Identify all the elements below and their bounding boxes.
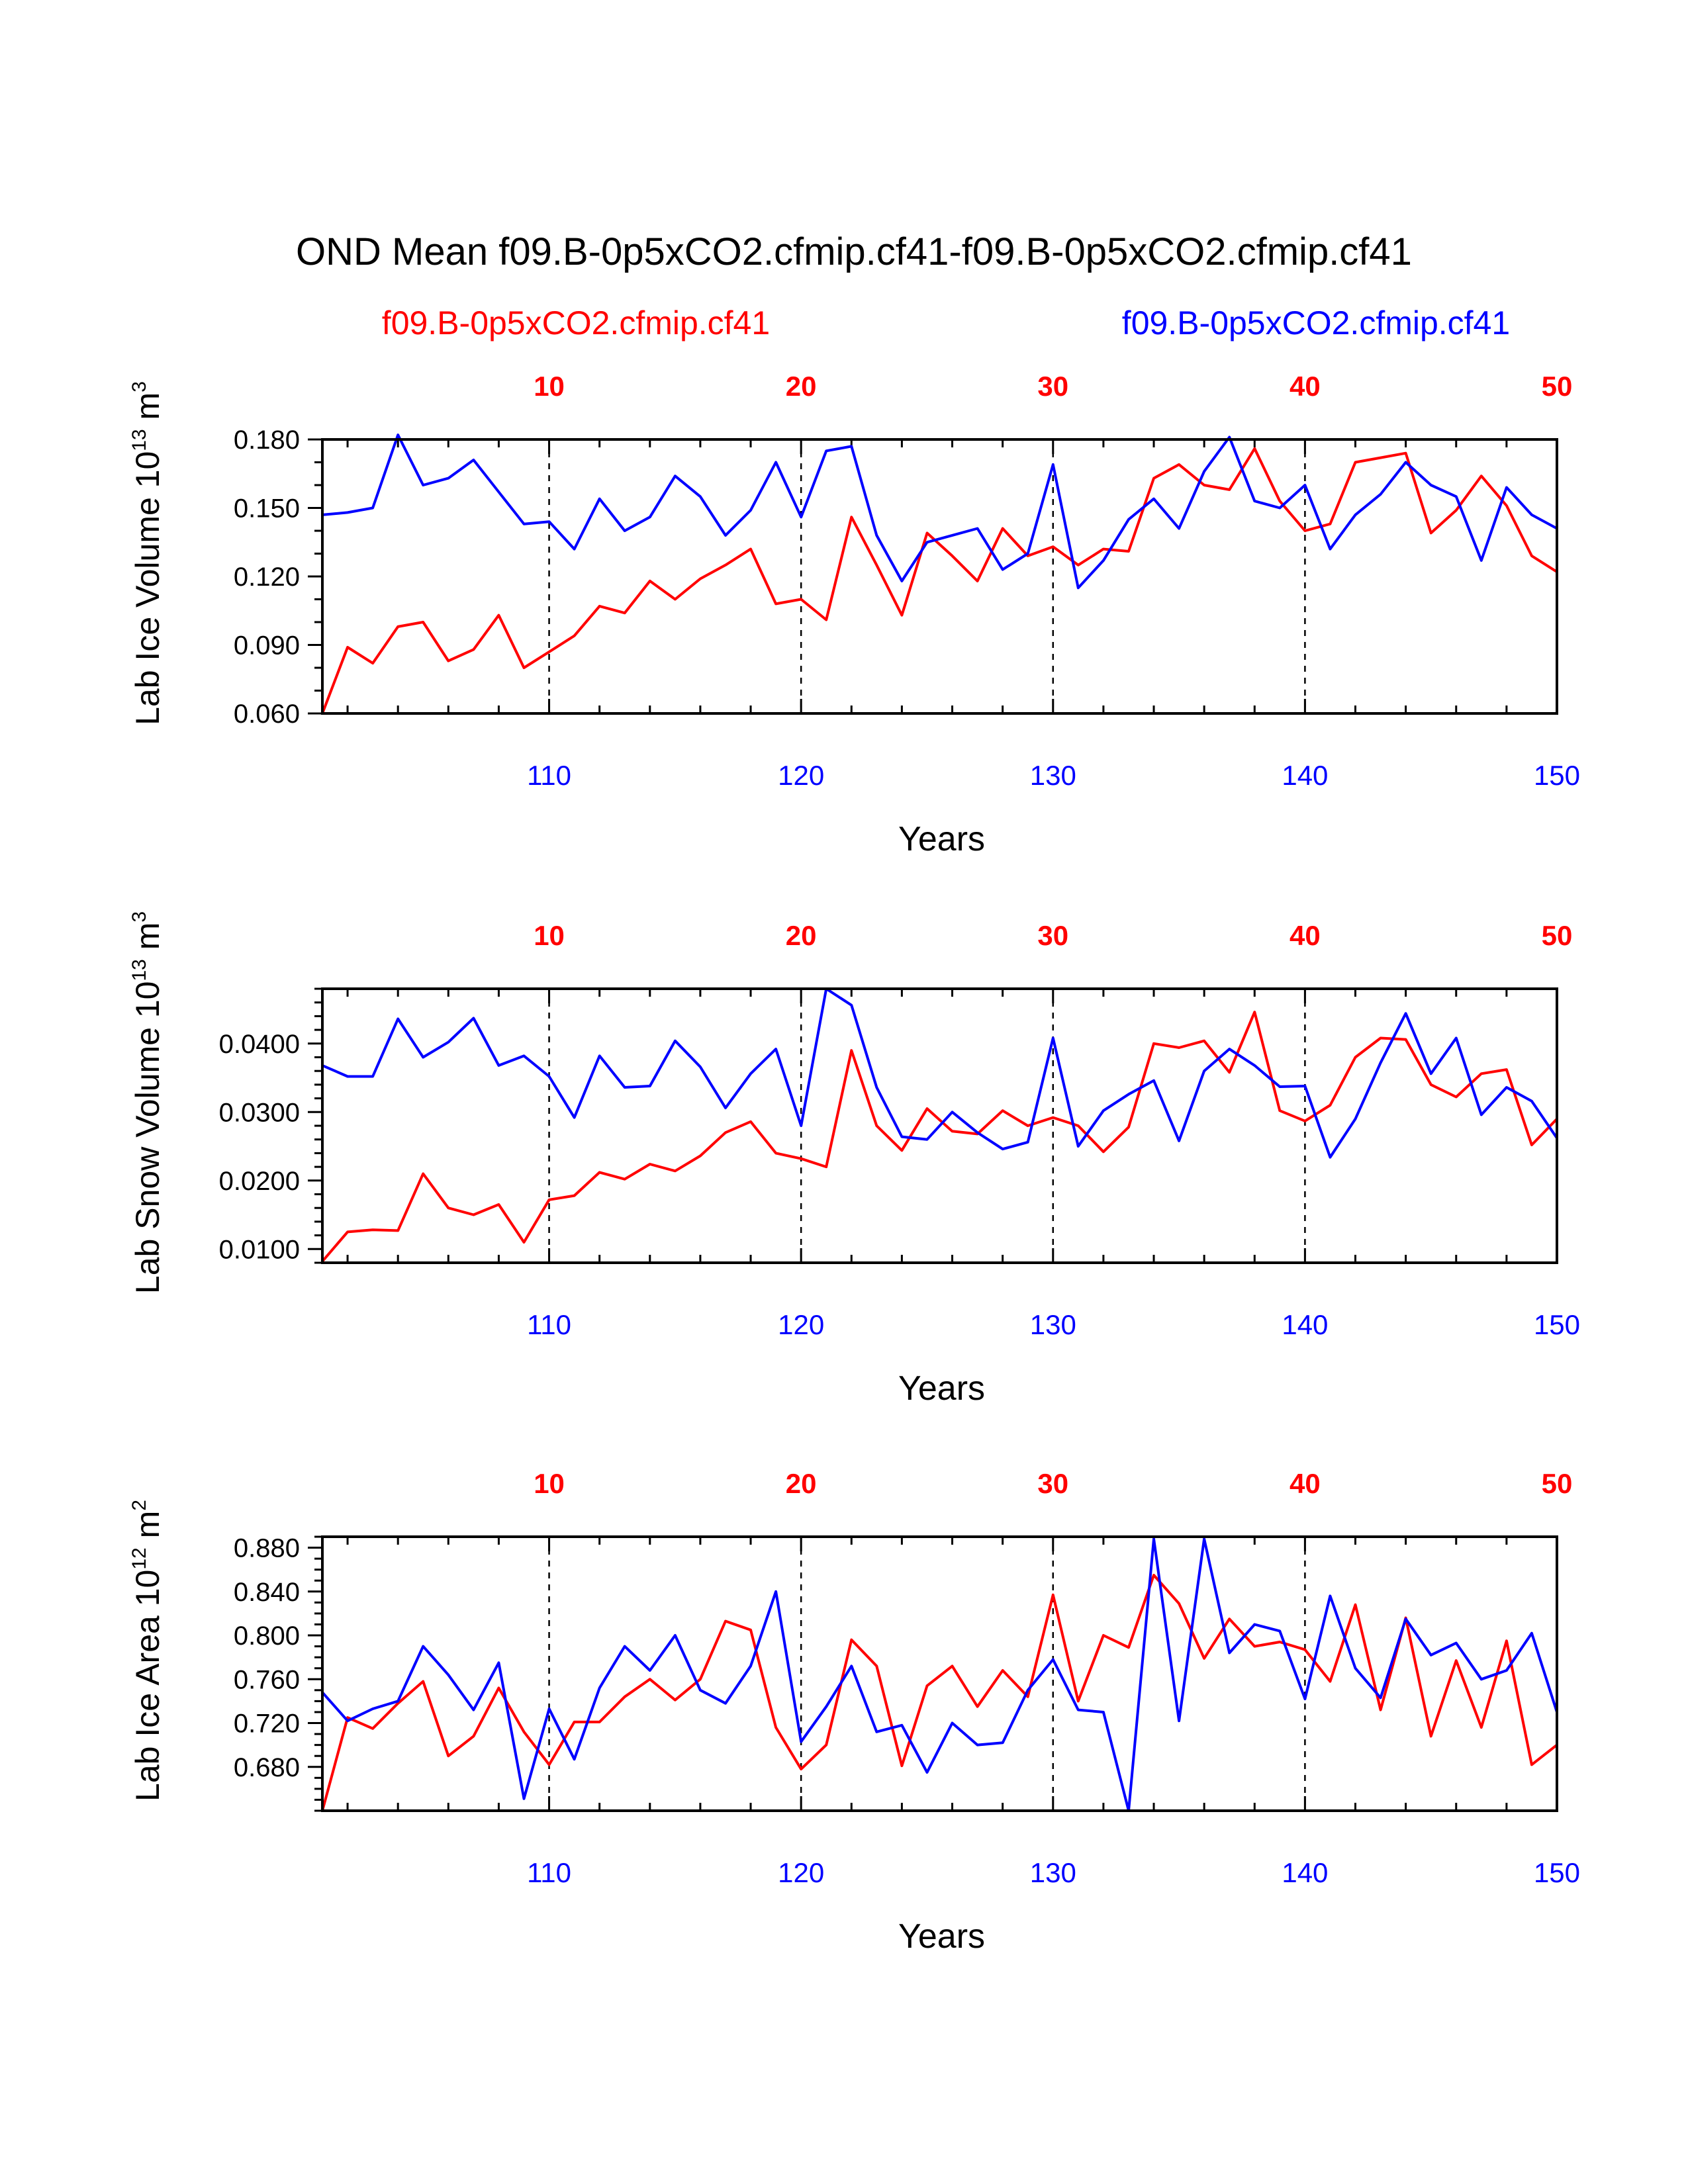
x-tick-label-bottom: 140	[1282, 1309, 1328, 1340]
y-tick-label: 0.150	[234, 494, 300, 523]
legend-blue-label: f09.B-0p5xCO2.cfmip.cf41	[1122, 304, 1510, 341]
figure-title: OND Mean f09.B-0p5xCO2.cfmip.cf41-f09.B-…	[296, 230, 1412, 273]
y-tick-label: 0.880	[234, 1534, 300, 1563]
x-tick-label-bottom: 130	[1030, 760, 1076, 791]
y-tick-label: 0.120	[234, 563, 300, 592]
x-tick-label-top: 40	[1289, 371, 1321, 402]
y-tick-label: 0.060	[234, 700, 300, 729]
y-tick-label: 0.0400	[219, 1030, 300, 1059]
x-tick-label-bottom: 120	[778, 1309, 824, 1340]
x-tick-label-bottom: 120	[778, 1857, 824, 1888]
y-tick-label: 0.800	[234, 1621, 300, 1651]
y-tick-label: 0.840	[234, 1578, 300, 1607]
chart-panel-1: 0.060 0.090 0.120 0.150 0.180 110 120 130 140 150…	[128, 371, 1580, 858]
x-tick-label-bottom: 130	[1030, 1857, 1076, 1888]
y-tick-label: 0.0100	[219, 1235, 300, 1264]
x-tick-label-top: 20	[786, 371, 817, 402]
y-tick-label: 0.090	[234, 631, 300, 660]
x-tick-label-bottom: 130	[1030, 1309, 1076, 1340]
y-tick-label: 0.180	[234, 426, 300, 455]
x-tick-label-top: 50	[1542, 1468, 1573, 1499]
x-tick-label-top: 10	[534, 1468, 565, 1499]
x-tick-label-top: 30	[1037, 920, 1068, 951]
x-tick-label-bottom: 120	[778, 760, 824, 791]
x-tick-label-top: 20	[786, 1468, 817, 1499]
x-tick-label-bottom: 140	[1282, 1857, 1328, 1888]
plot-frame	[321, 1535, 1558, 1812]
y-tick-label: 0.0200	[219, 1167, 300, 1196]
series-line-red	[321, 447, 1558, 714]
y-axis-label: Lab Ice Volume 1013 m3	[128, 381, 166, 725]
series-line-blue	[322, 433, 1558, 590]
y-tick-label: 0.680	[234, 1753, 300, 1782]
x-tick-label-bottom: 110	[527, 1309, 571, 1340]
y-axis-label: Lab Snow Volume 1013 m3	[128, 911, 166, 1294]
series-line-red	[321, 1011, 1558, 1263]
x-axis-label: Years	[898, 1917, 985, 1956]
series-line-blue	[322, 987, 1558, 1159]
x-tick-label-top: 40	[1289, 1468, 1321, 1499]
y-axis-label: Lab Ice Area 1012 m2	[128, 1500, 166, 1801]
y-tick-label: 0.760	[234, 1665, 300, 1694]
x-tick-label-top: 50	[1542, 920, 1573, 951]
x-tick-label-top: 30	[1037, 371, 1068, 402]
x-tick-label-top: 40	[1289, 920, 1321, 951]
series-line-blue	[321, 1537, 1558, 1812]
x-tick-label-top: 10	[534, 371, 565, 402]
x-tick-label-bottom: 110	[527, 1857, 571, 1888]
plot-frame	[321, 438, 1558, 715]
chart-panel-3: 0.680 0.720 0.760 0.800 0.840 0.880 110 120 130 1…	[128, 1468, 1580, 1956]
panels: 0.060 0.090 0.120 0.150 0.180 110 120 130 140 150…	[128, 371, 1580, 1956]
legend-red-label: f09.B-0p5xCO2.cfmip.cf41	[382, 304, 770, 341]
x-tick-label-bottom: 140	[1282, 760, 1328, 791]
x-tick-label-bottom: 110	[527, 760, 571, 791]
x-tick-label-bottom: 150	[1534, 1309, 1580, 1340]
x-tick-label-bottom: 150	[1534, 760, 1580, 791]
x-tick-label-top: 30	[1037, 1468, 1068, 1499]
x-tick-label-bottom: 150	[1534, 1857, 1580, 1888]
plot-frame	[321, 987, 1558, 1264]
y-tick-label: 0.0300	[219, 1098, 300, 1127]
x-axis-label: Years	[898, 1369, 985, 1408]
y-tick-label: 0.720	[234, 1709, 300, 1739]
x-axis-label: Years	[898, 820, 985, 858]
chart-panel-2: 0.0100 0.0200 0.0300 0.0400 110 120 130 140 150 1…	[128, 911, 1580, 1408]
x-tick-label-top: 20	[786, 920, 817, 951]
x-tick-label-top: 10	[534, 920, 565, 951]
x-tick-label-top: 50	[1542, 371, 1573, 402]
series-line-red	[321, 1574, 1558, 1811]
